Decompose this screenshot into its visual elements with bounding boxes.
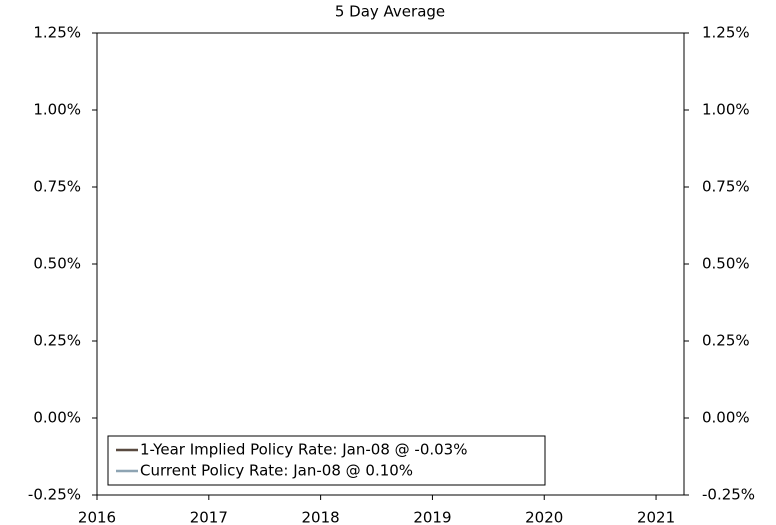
legend-box: [107, 435, 546, 486]
y-tick-label: 1.25%: [33, 24, 81, 42]
y2-tick-label: -0.25%: [702, 486, 755, 504]
x-tick-label: 2018: [302, 509, 340, 525]
y-tick-label: -0.25%: [28, 486, 81, 504]
y-tick-label: 0.25%: [33, 332, 81, 350]
x-tick-label: 2017: [190, 509, 228, 525]
legend-label: 1-Year Implied Policy Rate: Jan-08 @ -0.…: [140, 441, 467, 459]
x-tick-label: 2021: [637, 509, 675, 525]
y2-tick-label: 0.75%: [702, 178, 750, 196]
y-tick-label: 0.75%: [33, 178, 81, 196]
x-tick-label: 2016: [78, 509, 116, 525]
x-tick-label: 2019: [413, 509, 451, 525]
plot-frame: [96, 32, 685, 496]
y-tick-label: 1.00%: [33, 101, 81, 119]
legend-label: Current Policy Rate: Jan-08 @ 0.10%: [140, 462, 413, 480]
y2-tick-label: 1.25%: [702, 24, 750, 42]
chart-subtitle: 5 Day Average: [335, 3, 445, 21]
y2-tick-label: 0.00%: [702, 409, 750, 427]
y-tick-label: 0.50%: [33, 255, 81, 273]
x-tick-label: 2020: [525, 509, 563, 525]
y2-tick-label: 1.00%: [702, 101, 750, 119]
y-tick-label: 0.00%: [33, 409, 81, 427]
y2-tick-label: 0.50%: [702, 255, 750, 273]
y2-tick-label: 0.25%: [702, 332, 750, 350]
